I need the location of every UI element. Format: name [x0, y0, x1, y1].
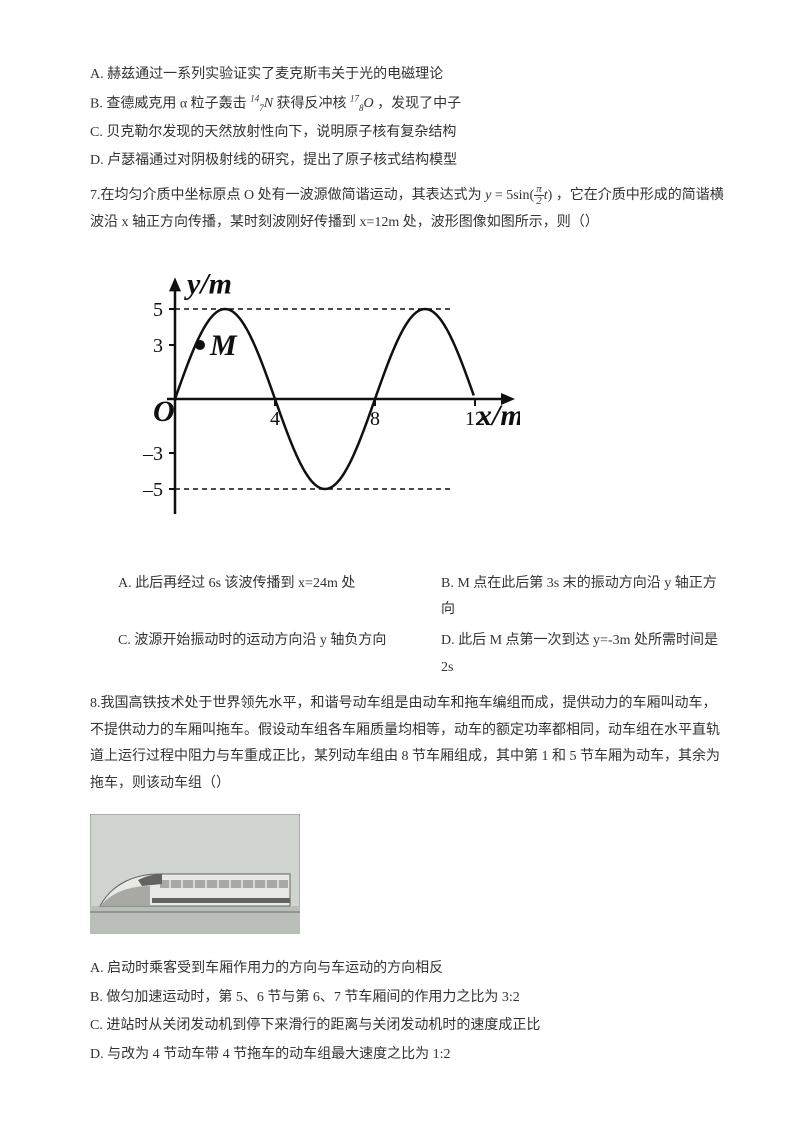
q6-option-c: C. 贝克勒尔发现的天然放射性向下，说明原子核有复杂结构 — [90, 120, 724, 147]
svg-text:–5: –5 — [142, 479, 163, 501]
q8-option-b: B. 做匀加速运动时，第 5、6 节与第 6、7 节车厢间的作用力之比为 3:2 — [90, 985, 724, 1012]
svg-text:12: 12 — [465, 408, 485, 430]
q7-wave-figure: y/mx/mO53–3–54812M — [90, 254, 724, 555]
q6-b-post: ，发现了中子 — [377, 96, 461, 111]
nuclide-n14: 147N — [250, 96, 276, 111]
svg-text:O: O — [153, 395, 175, 428]
svg-text:3: 3 — [153, 335, 163, 357]
q7-formula: y = 5sin(π2t) — [485, 188, 556, 203]
train-svg — [90, 814, 300, 934]
q7-option-b: B. M 点在此后第 3s 末的振动方向沿 y 轴正方向 — [441, 571, 724, 624]
q6-option-b: B. 查德威克用 α 粒子轰击 147N 获得反冲核 178O ，发现了中子 — [90, 91, 724, 118]
svg-text:y/m: y/m — [184, 268, 232, 301]
q8-option-d: D. 与改为 4 节动车带 4 节拖车的动车组最大速度之比为 1:2 — [90, 1042, 724, 1069]
q6-b-mid: 获得反冲核 — [277, 96, 351, 111]
q7-stem: 7.在均匀介质中坐标原点 O 处有一波源做简谐运动，其表达式为 y = 5sin… — [90, 183, 724, 236]
q7-option-d: D. 此后 M 点第一次到达 y=-3m 处所需时间是 2s — [441, 628, 724, 681]
q8-train-figure — [90, 814, 724, 945]
nuclide-o17: 178O — [350, 96, 377, 111]
q6-option-d: D. 卢瑟福通过对阴极射线的研究，提出了原子核式结构模型 — [90, 148, 724, 175]
q6-b-pre: B. 查德威克用 α 粒子轰击 — [90, 96, 250, 111]
q8-stem: 8.我国高铁技术处于世界领先水平，和谐号动车组是由动车和拖车编组而成，提供动力的… — [90, 691, 724, 797]
q8-option-a: A. 启动时乘客受到车厢作用力的方向与车运动的方向相反 — [90, 956, 724, 983]
q8-option-c: C. 进站时从关闭发动机到停下来滑行的距离与关闭发动机时的速度成正比 — [90, 1013, 724, 1040]
wave-svg: y/mx/mO53–3–54812M — [90, 254, 520, 544]
svg-text:5: 5 — [153, 299, 163, 321]
q6-option-a: A. 赫兹通过一系列实验证实了麦克斯韦关于光的电磁理论 — [90, 62, 724, 89]
q7-option-c: C. 波源开始振动时的运动方向沿 y 轴负方向 — [118, 628, 401, 681]
svg-text:–3: –3 — [142, 443, 163, 465]
q7-option-a: A. 此后再经过 6s 该波传播到 x=24m 处 — [118, 571, 401, 624]
svg-text:M: M — [209, 329, 238, 362]
